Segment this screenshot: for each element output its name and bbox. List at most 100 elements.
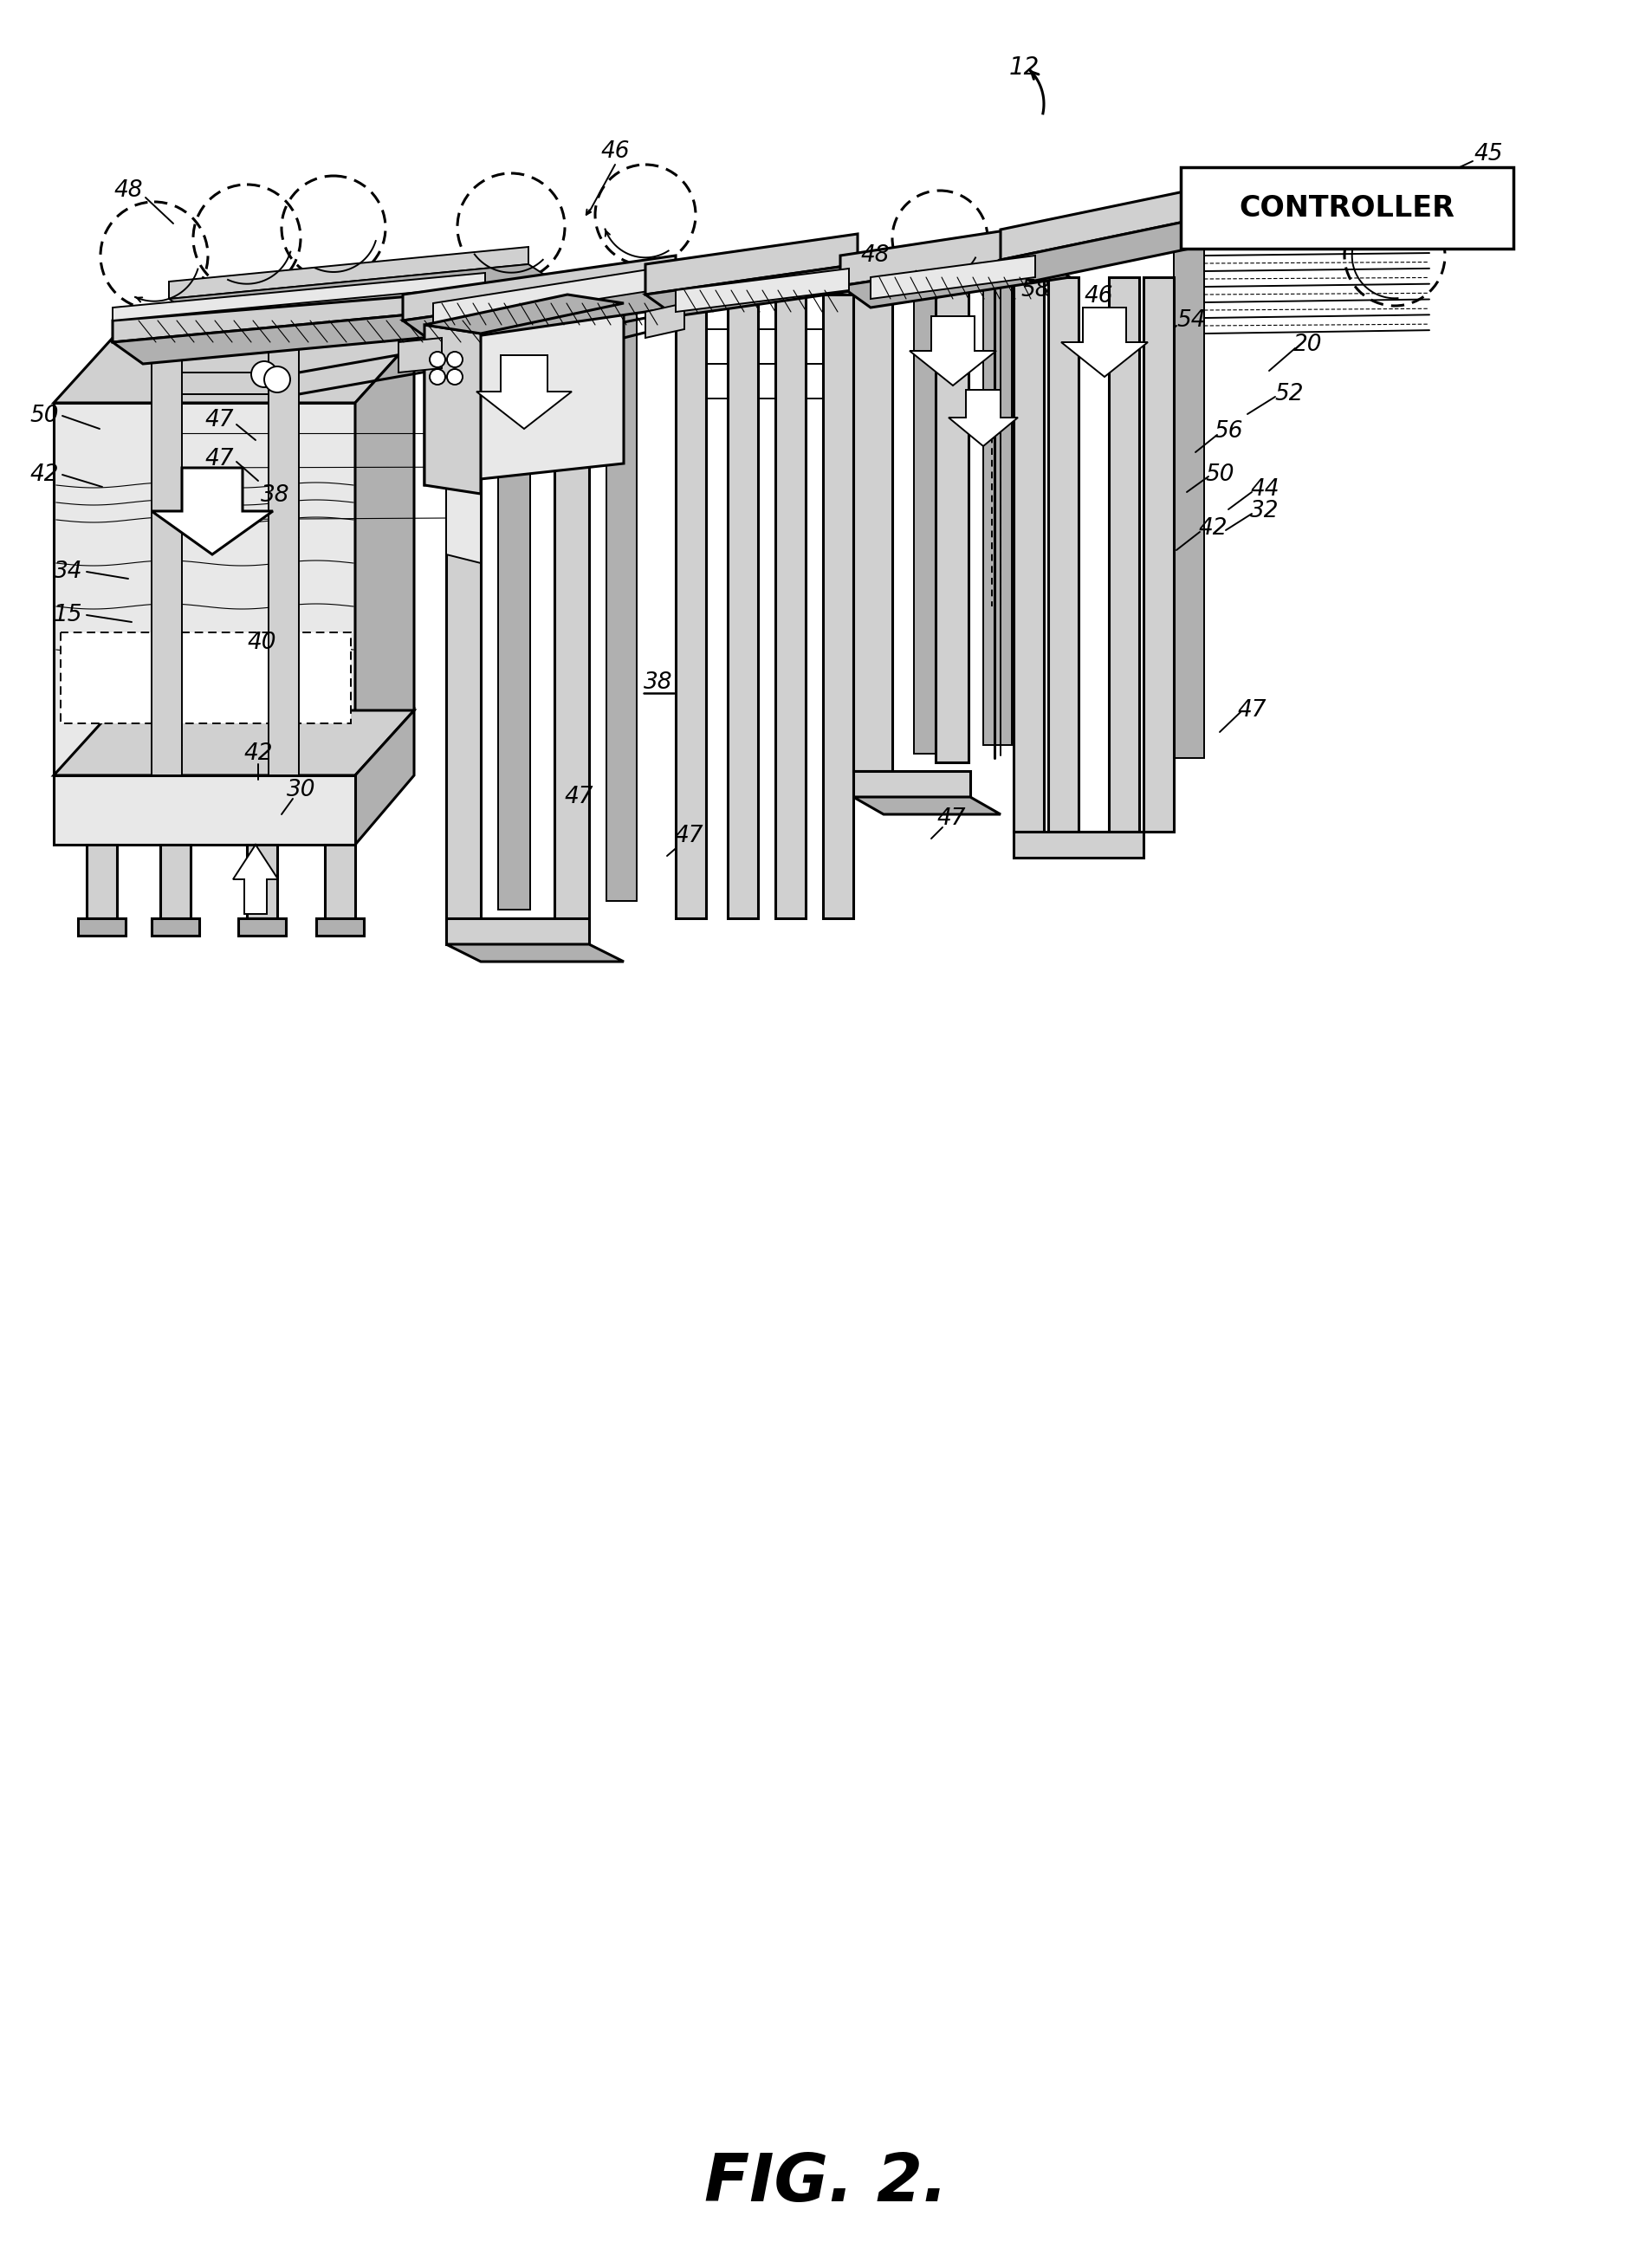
- Polygon shape: [246, 845, 278, 919]
- Polygon shape: [112, 274, 486, 321]
- Polygon shape: [1013, 832, 1143, 859]
- Polygon shape: [169, 247, 529, 298]
- Polygon shape: [152, 919, 200, 935]
- Polygon shape: [403, 282, 705, 343]
- Polygon shape: [268, 339, 299, 776]
- Polygon shape: [425, 303, 623, 484]
- Polygon shape: [425, 294, 623, 334]
- Circle shape: [446, 352, 463, 368]
- Polygon shape: [355, 711, 415, 845]
- Polygon shape: [1173, 217, 1204, 758]
- Polygon shape: [727, 294, 758, 919]
- Polygon shape: [476, 354, 572, 428]
- Polygon shape: [446, 339, 481, 935]
- Polygon shape: [823, 294, 852, 919]
- Text: 38: 38: [261, 484, 289, 507]
- Polygon shape: [433, 269, 654, 325]
- Text: 34: 34: [53, 560, 83, 583]
- Polygon shape: [425, 325, 481, 493]
- Polygon shape: [948, 390, 1018, 446]
- Polygon shape: [169, 265, 558, 318]
- Polygon shape: [160, 845, 190, 919]
- Polygon shape: [446, 944, 623, 962]
- Polygon shape: [871, 256, 1034, 298]
- Circle shape: [251, 361, 278, 388]
- Text: 47: 47: [674, 825, 702, 847]
- Text: CONTROLLER: CONTROLLER: [1239, 193, 1454, 222]
- Polygon shape: [644, 303, 684, 339]
- Polygon shape: [839, 256, 1069, 307]
- Polygon shape: [676, 269, 849, 312]
- Text: 12: 12: [1008, 56, 1039, 81]
- Polygon shape: [112, 307, 515, 363]
- Text: 54: 54: [1176, 309, 1204, 332]
- Polygon shape: [644, 233, 857, 294]
- Circle shape: [264, 365, 291, 392]
- Polygon shape: [1108, 278, 1138, 832]
- Text: 47: 47: [937, 807, 965, 830]
- Polygon shape: [325, 845, 355, 919]
- Polygon shape: [999, 213, 1260, 282]
- Polygon shape: [112, 289, 486, 343]
- Text: 47: 47: [563, 785, 593, 809]
- Polygon shape: [983, 269, 1011, 744]
- Text: 50: 50: [1204, 464, 1234, 487]
- Text: 42: 42: [243, 742, 273, 765]
- Polygon shape: [676, 294, 705, 919]
- Text: 47: 47: [205, 408, 235, 430]
- Text: 52: 52: [1274, 383, 1303, 406]
- Polygon shape: [446, 484, 481, 563]
- Text: 30: 30: [287, 778, 316, 800]
- Polygon shape: [935, 287, 968, 762]
- Polygon shape: [86, 845, 117, 919]
- Polygon shape: [852, 294, 892, 771]
- Polygon shape: [233, 845, 278, 915]
- Text: 44: 44: [1249, 478, 1279, 500]
- Text: 46: 46: [600, 141, 629, 164]
- Text: 47: 47: [205, 448, 235, 471]
- Polygon shape: [403, 256, 676, 321]
- Polygon shape: [1061, 307, 1146, 377]
- Text: 56: 56: [1213, 419, 1242, 442]
- Polygon shape: [775, 294, 805, 919]
- Text: 20: 20: [1294, 334, 1322, 356]
- Polygon shape: [53, 404, 355, 776]
- Polygon shape: [316, 919, 363, 935]
- Polygon shape: [644, 265, 887, 316]
- Text: 42: 42: [30, 464, 59, 487]
- Polygon shape: [1143, 278, 1173, 832]
- Polygon shape: [914, 278, 943, 753]
- Polygon shape: [497, 312, 530, 910]
- Polygon shape: [61, 632, 350, 724]
- Circle shape: [446, 370, 463, 386]
- Text: 45: 45: [1474, 143, 1502, 166]
- Polygon shape: [606, 298, 636, 901]
- Polygon shape: [398, 339, 441, 372]
- Polygon shape: [355, 339, 415, 776]
- Text: 47: 47: [1237, 700, 1265, 722]
- Polygon shape: [53, 776, 355, 845]
- Circle shape: [430, 370, 444, 386]
- Polygon shape: [999, 182, 1229, 260]
- Polygon shape: [238, 919, 286, 935]
- Text: 48: 48: [861, 244, 889, 267]
- FancyBboxPatch shape: [1180, 168, 1513, 249]
- Polygon shape: [839, 224, 1039, 287]
- Polygon shape: [909, 316, 996, 386]
- Polygon shape: [852, 796, 999, 814]
- Polygon shape: [1013, 278, 1044, 832]
- Text: 40: 40: [248, 632, 276, 655]
- Polygon shape: [446, 919, 588, 944]
- Polygon shape: [553, 321, 588, 935]
- Text: 50: 50: [30, 404, 59, 426]
- Polygon shape: [53, 711, 415, 776]
- Text: 46: 46: [1084, 285, 1112, 307]
- Polygon shape: [852, 771, 970, 796]
- Text: 42: 42: [1198, 518, 1227, 540]
- Text: 58: 58: [1021, 278, 1049, 300]
- Polygon shape: [78, 919, 126, 935]
- Polygon shape: [1047, 278, 1079, 832]
- Circle shape: [430, 352, 444, 368]
- Text: 32: 32: [1249, 500, 1279, 522]
- Polygon shape: [152, 469, 273, 554]
